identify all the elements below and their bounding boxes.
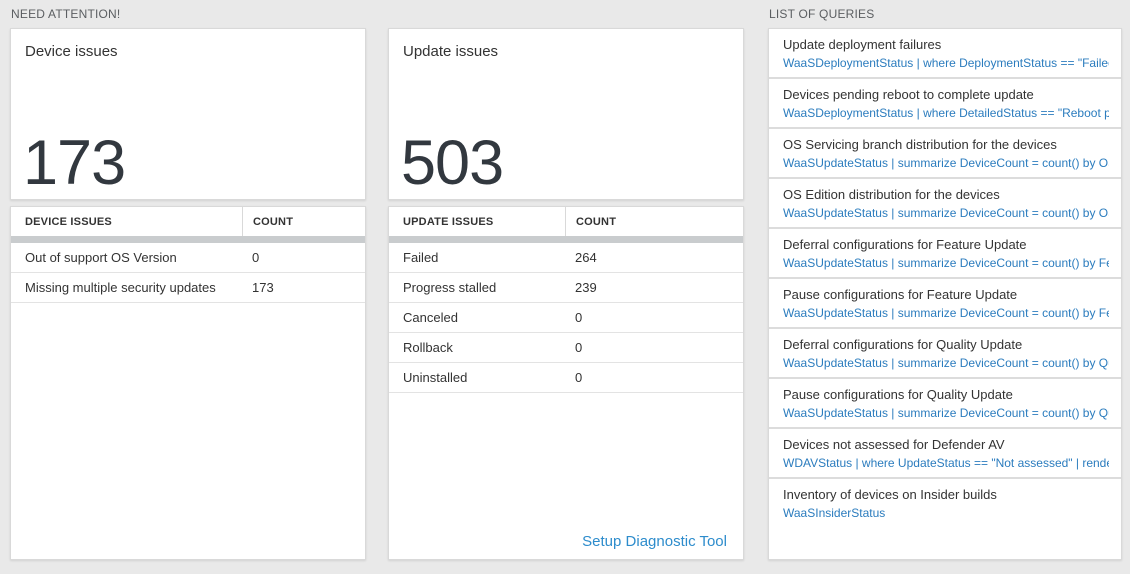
query-title: Devices pending reboot to complete updat… — [783, 87, 1034, 102]
query-text: WaaSUpdateStatus | summarize DeviceCount… — [783, 206, 1109, 220]
spacer-label — [388, 0, 744, 28]
update-issues-column: Update issues 503 UPDATE ISSUES COUNT Fa… — [388, 0, 744, 560]
query-text: WaaSUpdateStatus | summarize DeviceCount… — [783, 156, 1109, 170]
update-issues-table-header: UPDATE ISSUES COUNT — [389, 207, 743, 236]
table-row[interactable]: Rollback 0 — [389, 333, 743, 363]
query-item[interactable]: Update deployment failures WaaSDeploymen… — [769, 29, 1121, 79]
query-title: OS Servicing branch distribution for the… — [783, 137, 1057, 152]
row-label: Failed — [403, 250, 439, 265]
update-issues-column-header: UPDATE ISSUES — [403, 215, 494, 228]
device-issues-table: DEVICE ISSUES COUNT Out of support OS Ve… — [10, 206, 366, 560]
query-item[interactable]: Inventory of devices on Insider builds W… — [769, 479, 1121, 527]
row-label: Rollback — [403, 340, 453, 355]
query-item[interactable]: Deferral configurations for Quality Upda… — [769, 329, 1121, 379]
row-count: 173 — [252, 280, 274, 295]
query-text: WaaSUpdateStatus | summarize DeviceCount… — [783, 406, 1109, 420]
query-list: Update deployment failures WaaSDeploymen… — [768, 28, 1122, 560]
table-row[interactable]: Failed 264 — [389, 243, 743, 273]
query-title: Pause configurations for Feature Update — [783, 287, 1018, 302]
device-issues-column: NEED ATTENTION! Device issues 173 DEVICE… — [10, 0, 366, 560]
query-item[interactable]: OS Servicing branch distribution for the… — [769, 129, 1121, 179]
query-text: WaaSDeploymentStatus | where DetailedSta… — [783, 106, 1109, 120]
row-label: Missing multiple security updates — [25, 280, 216, 295]
table-row[interactable]: Progress stalled 239 — [389, 273, 743, 303]
list-of-queries-header: LIST OF QUERIES — [769, 7, 875, 21]
row-count: 0 — [575, 310, 583, 325]
row-label: Uninstalled — [403, 370, 468, 385]
device-issues-tile[interactable]: Device issues 173 — [10, 28, 366, 200]
table-header-divider — [11, 236, 365, 243]
row-label: Canceled — [403, 310, 458, 325]
row-count: 0 — [575, 340, 583, 355]
row-count: 0 — [252, 250, 260, 265]
query-title: OS Edition distribution for the devices — [783, 187, 1000, 202]
table-row[interactable]: Missing multiple security updates 173 — [11, 273, 365, 303]
query-item[interactable]: Devices pending reboot to complete updat… — [769, 79, 1121, 129]
setup-diagnostic-tool-link[interactable]: Setup Diagnostic Tool — [582, 533, 727, 550]
query-text: WaaSDeploymentStatus | where DeploymentS… — [783, 56, 1109, 70]
query-text: WaaSInsiderStatus — [783, 506, 886, 520]
queries-column: LIST OF QUERIES Update deployment failur… — [768, 0, 1122, 560]
device-issues-table-header: DEVICE ISSUES COUNT — [11, 207, 365, 236]
table-row[interactable]: Canceled 0 — [389, 303, 743, 333]
query-item[interactable]: Devices not assessed for Defender AV WDA… — [769, 429, 1121, 479]
count-column-header: COUNT — [242, 207, 365, 236]
table-row[interactable]: Out of support OS Version 0 — [11, 243, 365, 273]
query-text: WaaSUpdateStatus | summarize DeviceCount… — [783, 256, 1109, 270]
row-count: 264 — [575, 250, 597, 265]
query-text: WaaSUpdateStatus | summarize DeviceCount… — [783, 356, 1109, 370]
query-title: Deferral configurations for Feature Upda… — [783, 237, 1027, 252]
update-issues-table: UPDATE ISSUES COUNT Failed 264 Progress … — [388, 206, 744, 560]
device-issues-column-header: DEVICE ISSUES — [25, 215, 112, 228]
need-attention-header: NEED ATTENTION! — [11, 7, 121, 21]
row-count: 0 — [575, 370, 583, 385]
query-title: Devices not assessed for Defender AV — [783, 437, 1005, 452]
update-issues-tile[interactable]: Update issues 503 — [388, 28, 744, 200]
query-item[interactable]: Pause configurations for Quality Update … — [769, 379, 1121, 429]
device-issues-title: Device issues — [25, 43, 118, 60]
table-row[interactable]: Uninstalled 0 — [389, 363, 743, 393]
row-label: Progress stalled — [403, 280, 497, 295]
row-count: 239 — [575, 280, 597, 295]
count-column-header: COUNT — [565, 207, 743, 236]
query-title: Deferral configurations for Quality Upda… — [783, 337, 1023, 352]
query-item[interactable]: Deferral configurations for Feature Upda… — [769, 229, 1121, 279]
row-label: Out of support OS Version — [25, 250, 177, 265]
query-title: Update deployment failures — [783, 37, 942, 52]
device-issues-count: 173 — [23, 128, 126, 198]
query-item[interactable]: Pause configurations for Feature Update … — [769, 279, 1121, 329]
query-text: WaaSUpdateStatus | summarize DeviceCount… — [783, 306, 1109, 320]
query-title: Pause configurations for Quality Update — [783, 387, 1013, 402]
update-issues-title: Update issues — [403, 43, 499, 60]
update-issues-count: 503 — [401, 128, 504, 198]
query-text: WDAVStatus | where UpdateStatus == "Not … — [783, 456, 1109, 470]
query-title: Inventory of devices on Insider builds — [783, 487, 997, 502]
query-item[interactable]: OS Edition distribution for the devices … — [769, 179, 1121, 229]
table-header-divider — [389, 236, 743, 243]
